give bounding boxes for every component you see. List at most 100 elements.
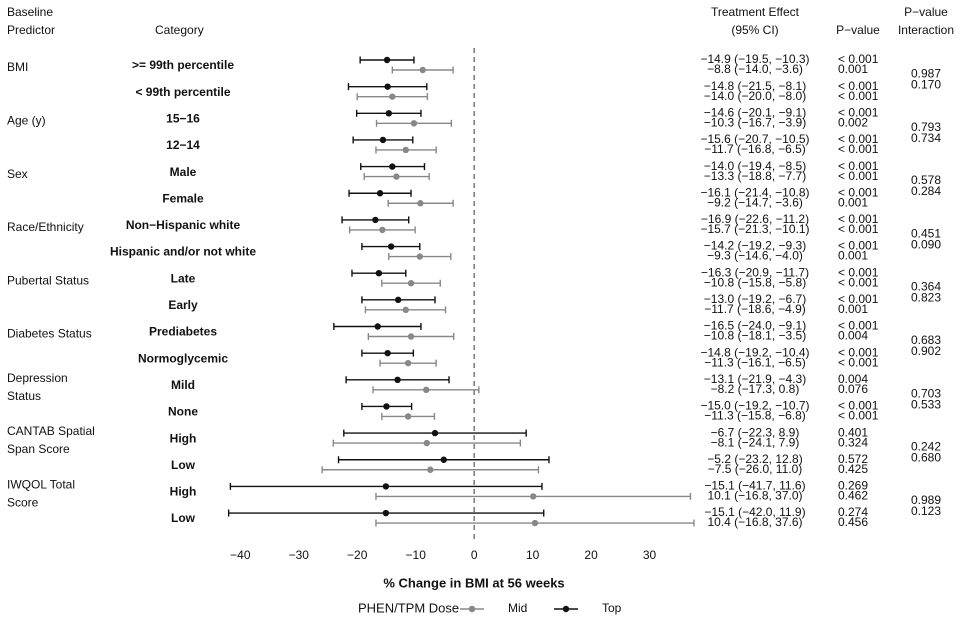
interaction-p: 0.284 [911, 184, 941, 198]
effect-label: −11.7 (−16.8, −6.5) [704, 142, 806, 156]
interaction-p: 0.451 [911, 226, 941, 240]
point-estimate [382, 483, 390, 490]
point-estimate [374, 323, 381, 330]
category-label: Late [171, 271, 196, 285]
interaction-p: 0.823 [911, 291, 941, 305]
p-value: < 0.001 [838, 89, 879, 103]
p-value: < 0.001 [838, 79, 879, 93]
group-label: BMI [7, 60, 28, 74]
x-tick-label: 20 [584, 548, 598, 562]
category-label: High [170, 485, 197, 499]
category-label: Prediabetes [149, 325, 217, 339]
point-estimate [402, 306, 409, 314]
point-estimate [379, 226, 386, 234]
point-estimate [417, 200, 424, 207]
interaction-p: 0.170 [911, 77, 941, 91]
interaction-p: 0.533 [911, 397, 941, 411]
effect-label: −16.9 (−22.6, −11.2) [701, 212, 809, 226]
point-estimate [407, 333, 415, 340]
effect-label: −13.0 (−19.2, −6.7) [704, 292, 806, 306]
point-estimate [440, 456, 447, 463]
point-estimate [387, 243, 395, 250]
p-value: 0.002 [838, 115, 868, 129]
effect-label: −10.8 (−15.8, −5.8) [704, 275, 806, 289]
x-tick-label: −30 [289, 548, 310, 562]
effect-label: −10.8 (−18.1, −3.5) [704, 329, 806, 343]
header-p-value: P−value [836, 23, 880, 37]
effect-label: −7.5 (−26.0, 11.0) [708, 462, 803, 476]
category-label: Non−Hispanic white [126, 218, 241, 232]
legend-label: Mid [508, 601, 527, 615]
effect-label: −14.0 (−19.4, −8.5) [704, 159, 806, 173]
point-estimate [389, 93, 396, 100]
category-label: Low [171, 458, 196, 472]
effect-label: −9.3 (−14.6, −4.0) [707, 249, 803, 263]
group-label: IWQOL Total Score [7, 478, 75, 510]
category-label: Normoglycemic [138, 351, 228, 365]
p-value: < 0.001 [838, 105, 879, 119]
interaction-p: 0.989 [911, 493, 941, 507]
group-label: Diabetes Status [7, 327, 92, 341]
interaction-p: 0.683 [911, 333, 941, 347]
effect-label: −16.5 (−24.0, −9.1) [704, 319, 806, 333]
effect-label: −14.6 (−20.1, −9.1) [704, 105, 806, 119]
p-value: < 0.001 [838, 159, 879, 173]
interaction-p: 0.734 [911, 131, 941, 145]
effect-label: −11.3 (−16.1, −6.5) [704, 355, 806, 369]
p-value: 0.274 [838, 505, 868, 519]
effect-label: −13.1 (−21.9, −4.3) [704, 372, 806, 386]
x-tick-label: −10 [406, 548, 427, 562]
interaction-p: 0.123 [911, 504, 941, 518]
effect-label: −15.1 (−41.7, 11.6) [704, 479, 805, 493]
p-value: < 0.001 [838, 409, 879, 423]
point-estimate [410, 120, 418, 127]
p-value: < 0.001 [838, 185, 879, 199]
header-effect: Treatment Effect (95% CI) [711, 5, 800, 37]
p-value: 0.001 [838, 249, 868, 263]
point-estimate [407, 280, 415, 287]
group-label: Depression Status [7, 371, 68, 403]
category-label: None [168, 405, 198, 419]
point-estimate [384, 83, 391, 90]
interaction-p: 0.987 [911, 66, 941, 80]
category-label: Mild [171, 378, 195, 392]
p-value: 0.001 [838, 195, 868, 209]
point-estimate [389, 163, 396, 170]
p-value: < 0.001 [838, 52, 879, 66]
point-estimate [531, 519, 539, 527]
point-estimate [431, 429, 439, 437]
effect-label: 10.4 (−16.8, 37.6) [707, 515, 802, 529]
point-estimate [384, 349, 391, 357]
effect-label: −10.3 (−16.7, −3.9) [704, 115, 806, 129]
point-estimate [394, 296, 402, 304]
p-value: 0.001 [838, 62, 868, 76]
point-estimate [393, 173, 400, 180]
group-label: Pubertal Status [7, 273, 89, 287]
p-value: 0.076 [838, 382, 868, 396]
p-value: < 0.001 [838, 222, 879, 236]
x-tick-label: 30 [643, 548, 657, 562]
effect-label: −6.7 (−22.3, 8.9) [711, 425, 800, 439]
point-estimate [427, 466, 434, 473]
interaction-p: 0.242 [911, 440, 941, 454]
p-value: < 0.001 [838, 355, 879, 369]
effect-label: −8.1 (−24.1, 7.9) [711, 435, 800, 449]
point-estimate [385, 110, 393, 117]
p-value: 0.456 [838, 515, 868, 529]
effect-label: −16.1 (−21.4, −10.8) [700, 185, 809, 199]
effect-label: −9.2 (−14.7, −3.6) [707, 195, 803, 209]
p-value: < 0.001 [838, 265, 879, 279]
header-predictor: Baseline Predictor [7, 5, 55, 37]
p-value: 0.572 [838, 452, 868, 466]
point-estimate [376, 190, 384, 197]
p-value: < 0.001 [838, 345, 879, 359]
x-tick-label: −40 [230, 548, 251, 562]
effect-label: −11.7 (−18.6, −4.9) [704, 302, 806, 316]
point-estimate [375, 270, 383, 277]
point-estimate [416, 253, 423, 260]
point-estimate [379, 136, 387, 144]
x-tick-label: 10 [526, 548, 540, 562]
legend-marker [562, 605, 570, 613]
point-estimate [423, 439, 431, 447]
